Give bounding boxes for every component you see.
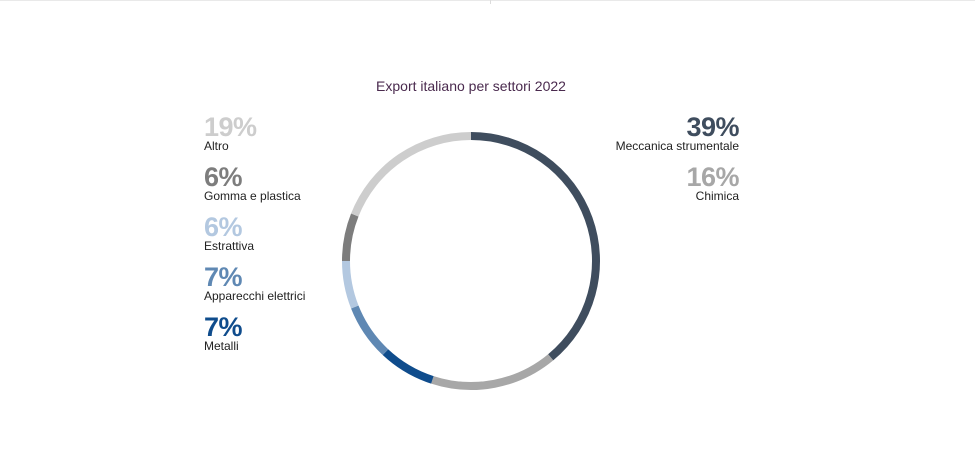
top-border-tick [490,0,491,4]
legend-item-chimica: 16% Chimica [686,164,739,203]
chart-title: Export italiano per settori 2022 [376,78,566,94]
legend-value: 39% [686,112,739,142]
legend-item-altro: 19% Altro [204,114,257,153]
donut-ring [342,132,600,390]
legend-item-apparecchi-elettrici: 7% Apparecchi elettrici [204,264,305,303]
legend-item-meccanica-strumentale: 39% Meccanica strumentale [615,112,740,153]
legend-label: Meccanica strumentale [615,139,739,153]
legend-value: 16% [686,162,739,192]
legend-item-gomma-e-plastica: 6% Gomma e plastica [204,164,301,203]
top-border-line [0,0,975,1]
legend-label: Chimica [695,189,739,203]
legend-label: Estrattiva [204,239,255,253]
donut-slice-chimica [431,354,554,390]
legend-label: Metalli [204,339,239,353]
donut-slice-gomma-e-plastica [342,213,359,262]
legend-label: Apparecchi elettrici [204,289,306,303]
legend-value: 7% [204,312,243,342]
legend-label: Gomma e plastica [204,189,301,203]
legend-item-metalli: 7% Metalli [204,312,243,353]
donut-slice-altro [351,132,472,217]
donut-slice-meccanica-strumentale [470,132,600,361]
donut-slice-apparecchi-elettrici [351,305,389,356]
donut-slice-estrattiva [342,260,359,309]
legend-value: 6% [204,212,243,242]
donut-slice-metalli [382,349,434,384]
legend-label: Altro [204,139,229,153]
legend-value: 6% [204,162,243,192]
legend-value: 19% [204,112,257,142]
legend-value: 7% [204,262,243,292]
legend-item-estrattiva: 6% Estrattiva [204,214,254,253]
